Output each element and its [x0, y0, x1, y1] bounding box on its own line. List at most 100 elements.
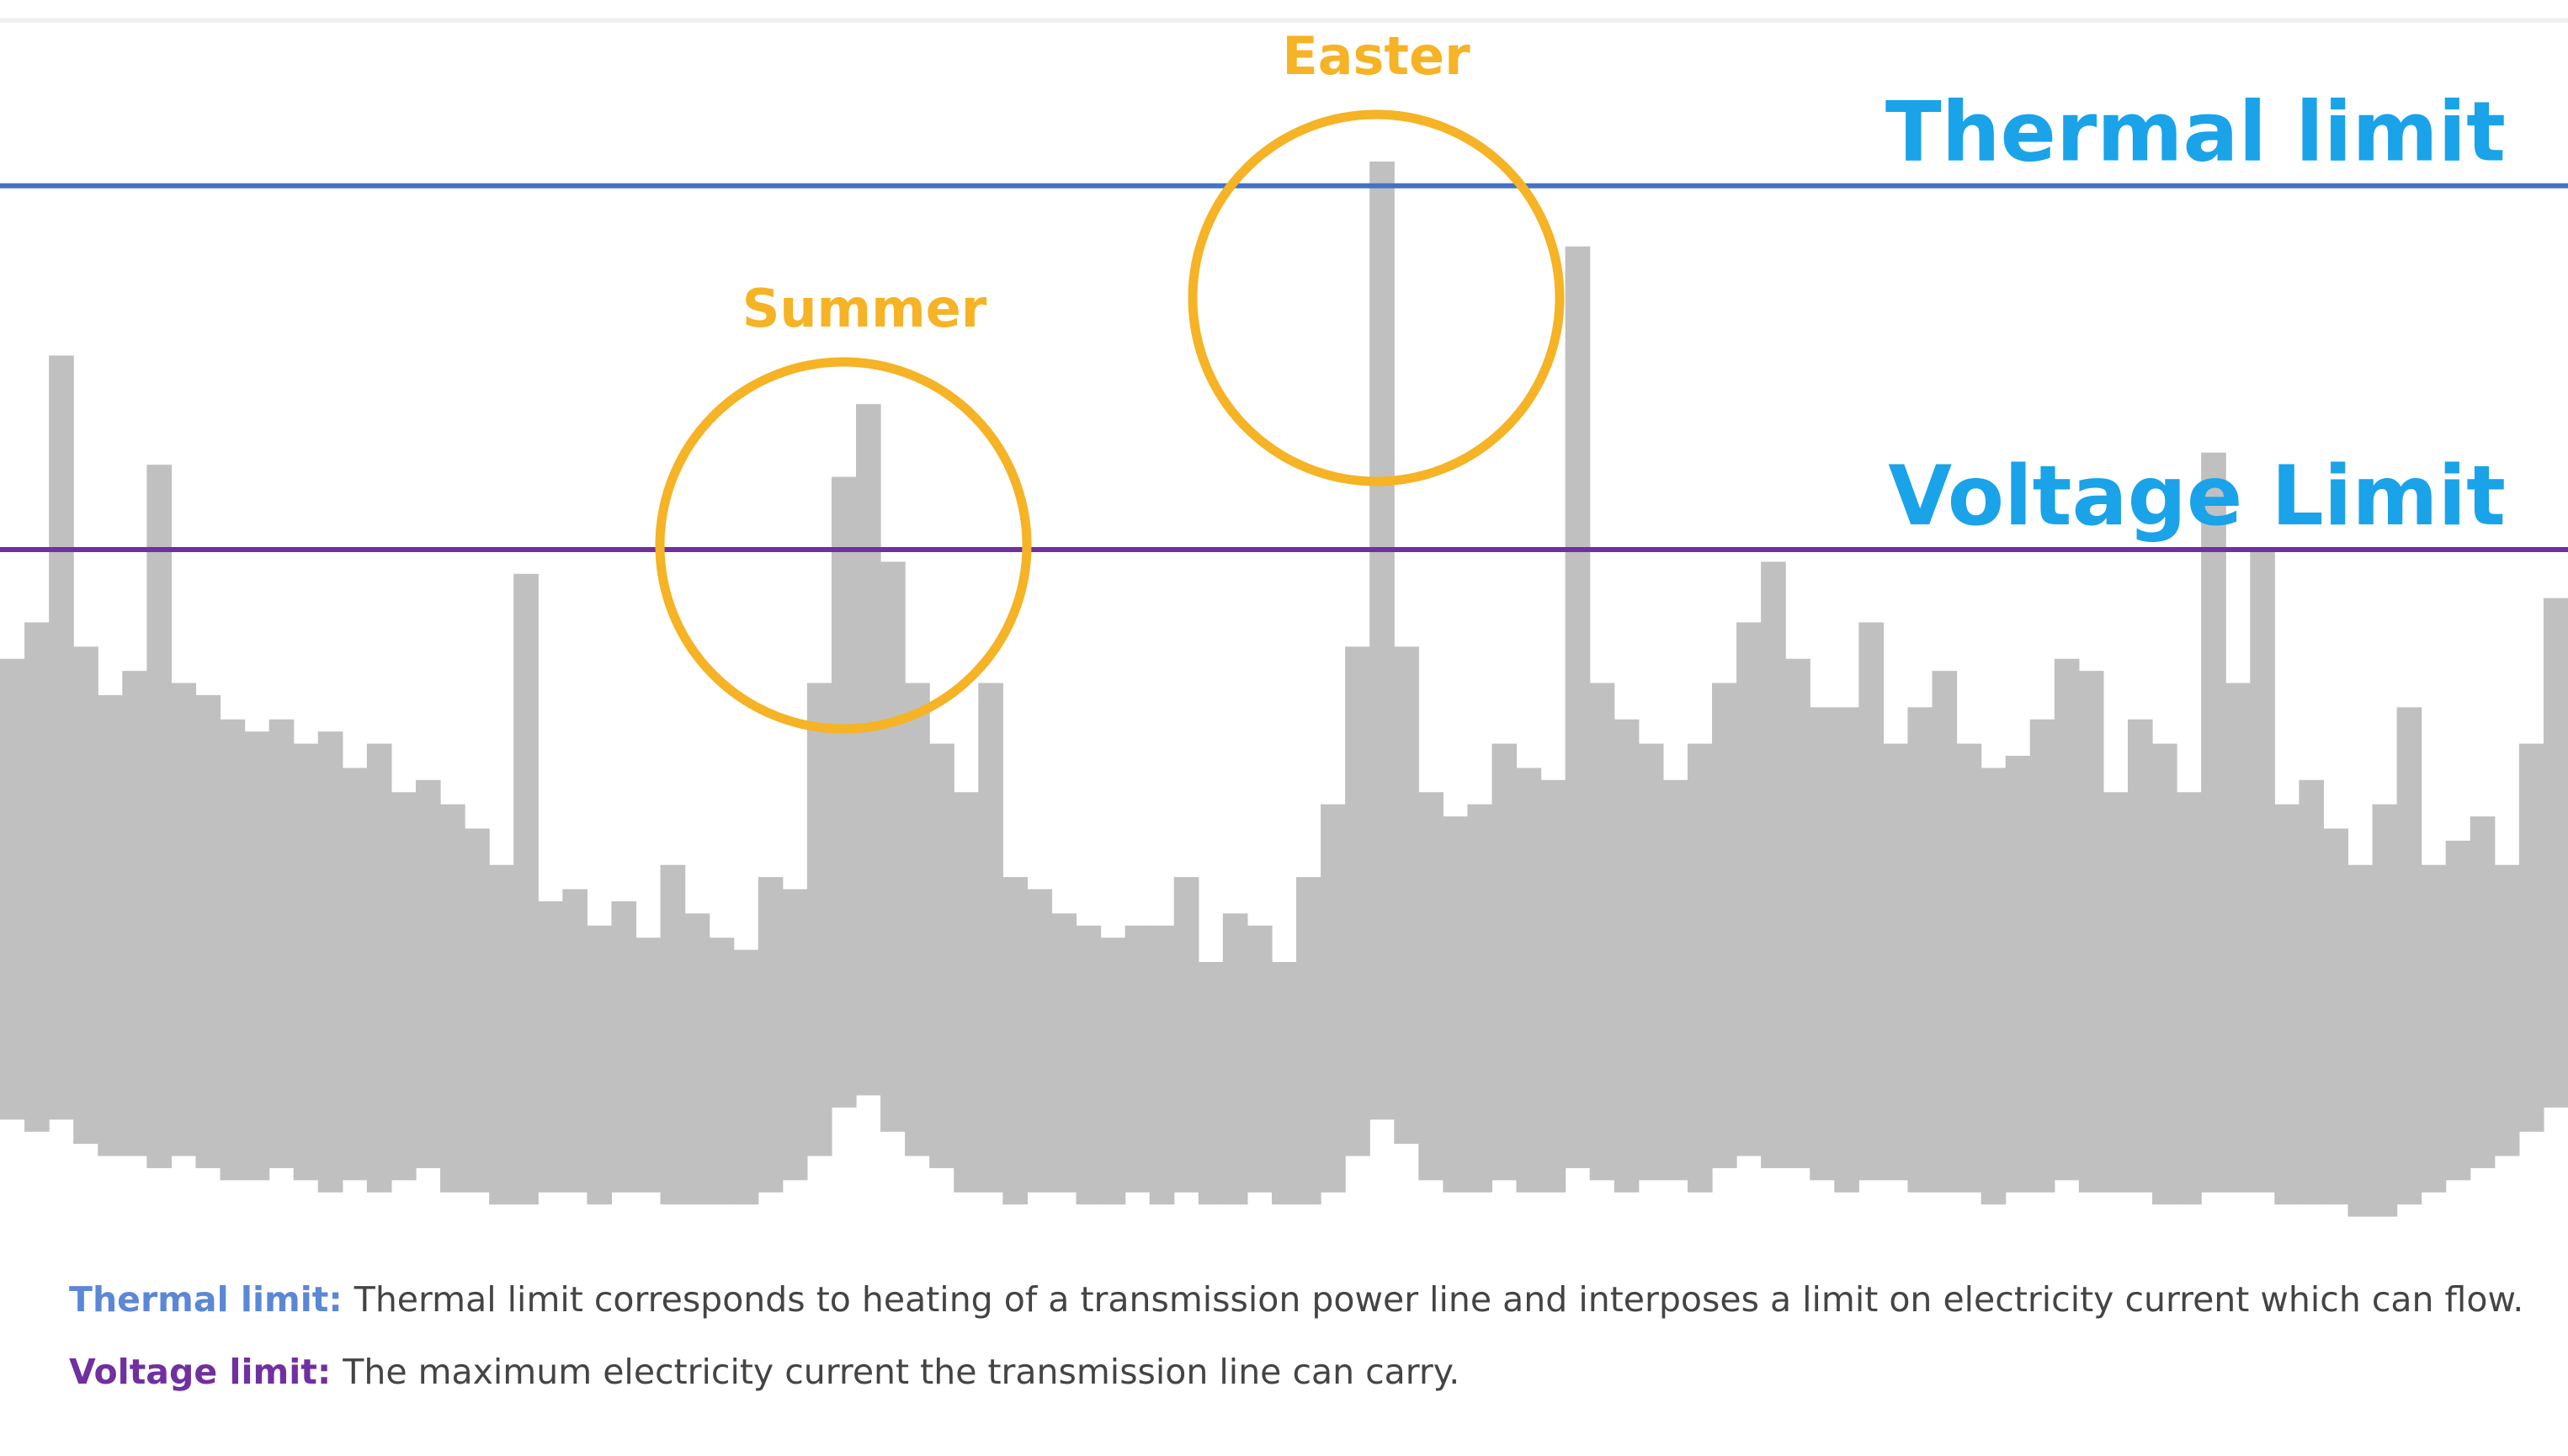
- signal-bar: [220, 719, 246, 1181]
- signal-bar: [1565, 246, 1591, 1168]
- signal-bar: [2323, 828, 2349, 1205]
- signal-bar: [635, 938, 662, 1193]
- signal-bar: [831, 476, 857, 1108]
- signal-bar: [73, 646, 98, 1145]
- signal-bar: [1002, 877, 1028, 1205]
- signal-bar: [1173, 877, 1199, 1193]
- signal-bar: [880, 561, 906, 1132]
- signal-bar: [2518, 743, 2544, 1132]
- signal-bar: [2347, 864, 2374, 1217]
- signal-bar: [24, 622, 50, 1132]
- signal-bar: [1589, 683, 1615, 1181]
- signal-bar: [2396, 707, 2422, 1205]
- signal-bar: [2250, 550, 2275, 1193]
- signal-bar: [2201, 452, 2226, 1193]
- signal-bar: [1736, 622, 1762, 1156]
- signal-bar: [489, 864, 514, 1205]
- signal-bar: [440, 804, 465, 1193]
- signal-bar: [1712, 683, 1737, 1168]
- signal-bar: [2445, 840, 2471, 1181]
- note: Voltage limit: The maximum electricity cu…: [69, 1342, 2552, 1414]
- signal-bar: [2029, 719, 2055, 1193]
- signal-bar: [1834, 707, 1859, 1193]
- signal-bar: [2054, 658, 2080, 1181]
- signal-bar: [1027, 889, 1053, 1193]
- signal-bar: [1662, 779, 1688, 1181]
- signal-bar: [1907, 707, 1933, 1193]
- limit-label: Voltage Limit: [1888, 449, 2506, 545]
- signal-bar: [415, 779, 441, 1168]
- signal-bar: [244, 731, 270, 1181]
- signal-bar: [2152, 743, 2177, 1205]
- signal-bar: [1467, 804, 1493, 1193]
- signal-bar: [2470, 816, 2496, 1168]
- signal-bar: [268, 719, 295, 1168]
- annotations: Summer Easter: [655, 25, 1565, 734]
- signal-bar: [1124, 925, 1151, 1193]
- signal-bar: [1491, 743, 1518, 1181]
- signal-bar: [709, 938, 735, 1205]
- signal-bar: [1516, 768, 1542, 1193]
- signal-bar: [146, 465, 172, 1168]
- note: Thermal limit: Thermal limit corresponds …: [69, 1269, 2552, 1342]
- signal-bar: [1345, 646, 1370, 1156]
- signal-bar: [1687, 743, 1713, 1193]
- signal-bar: [1614, 719, 1640, 1193]
- signal-bar: [2543, 598, 2568, 1108]
- signal-bar: [1638, 743, 1664, 1181]
- signal-bar: [2274, 804, 2300, 1205]
- signal-bar: [1051, 913, 1077, 1193]
- signal-bar: [2078, 671, 2104, 1193]
- signal-bar: [1785, 658, 1810, 1168]
- note-term: Thermal limit:: [69, 1279, 343, 1320]
- signal-bar: [2225, 683, 2251, 1193]
- signal-bar: [1540, 779, 1566, 1193]
- signal-bar: [2177, 792, 2202, 1205]
- notes: Thermal limit: Thermal limit corresponds …: [69, 1269, 2552, 1414]
- limit-label: Thermal limit: [1885, 85, 2506, 181]
- signal-bar: [2421, 864, 2447, 1193]
- signal-bar: [1296, 877, 1321, 1205]
- signal-bar: [538, 901, 563, 1193]
- signal-bar: [122, 671, 147, 1156]
- signal-bar: [1443, 816, 1469, 1193]
- signal-bar: [293, 743, 319, 1181]
- signal-bar: [758, 877, 784, 1193]
- signal-bar: [1222, 913, 1248, 1205]
- signal-bar: [1076, 925, 1102, 1205]
- signal-bar: [856, 404, 881, 1096]
- signal-bar: [366, 743, 392, 1193]
- signal-bar: [562, 889, 588, 1193]
- signal-bar: [733, 949, 759, 1205]
- signal-bar: [1271, 961, 1297, 1205]
- signal-bar: [2372, 804, 2398, 1217]
- signal-bar: [954, 792, 979, 1193]
- signal-bar: [2103, 792, 2129, 1193]
- signal-bar: [2127, 719, 2153, 1193]
- annotation-label: Summer: [742, 278, 987, 339]
- signal-bar: [1100, 938, 1126, 1205]
- note-text: Thermal limit corresponds to heating of …: [354, 1279, 2524, 1320]
- signal-bar: [1810, 707, 1835, 1181]
- signal-bar: [905, 683, 930, 1156]
- signal-bar: [978, 683, 1003, 1193]
- signal-bar: [1394, 646, 1419, 1145]
- annotation-circle: [655, 357, 1032, 734]
- signal-bar: [391, 792, 417, 1181]
- signal-bar: [1247, 925, 1273, 1193]
- signal-bar: [660, 864, 686, 1205]
- signal-bar: [1858, 622, 1884, 1181]
- signal-bar: [171, 683, 197, 1156]
- signal-bar: [806, 683, 832, 1156]
- signal-bar: [2494, 864, 2520, 1156]
- signal-bar: [513, 573, 539, 1205]
- note-term: Voltage limit:: [69, 1352, 332, 1392]
- chart: Thermal limit Voltage Limit Summer Easter: [0, 18, 2568, 1217]
- signal-bar: [1321, 804, 1346, 1193]
- limit-lines: Thermal limit Voltage Limit: [0, 85, 2568, 553]
- signal-bar: [1418, 792, 1444, 1181]
- signal-bar: [1980, 768, 2007, 1205]
- signal-bar: [587, 925, 613, 1205]
- annotation-label: Easter: [1282, 25, 1470, 87]
